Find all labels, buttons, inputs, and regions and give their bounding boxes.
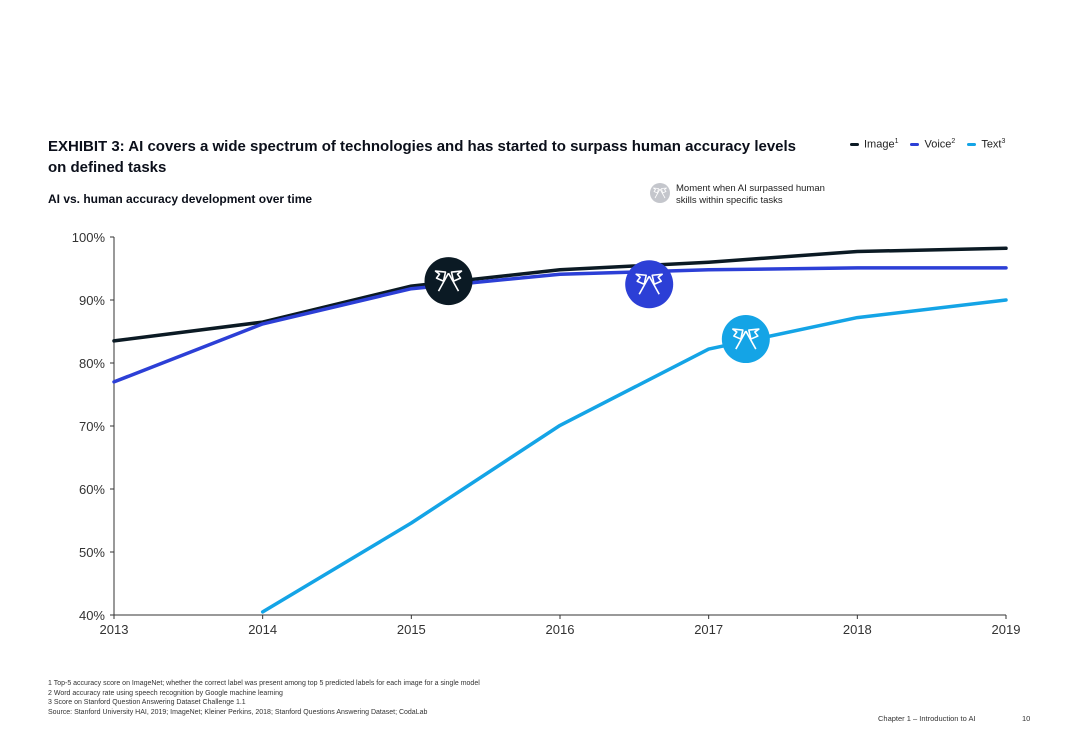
series-line-text: [260, 298, 1008, 614]
milestone-circle: [625, 260, 674, 309]
milestone-marker-text: [721, 315, 770, 364]
flags-icon: [635, 273, 664, 295]
footnote: 3 Score on Stanford Question Answering D…: [48, 699, 246, 706]
legend-label-image: Image1: [864, 138, 899, 151]
page-number: 10: [1022, 714, 1031, 723]
x-tick-label: 2014: [248, 622, 277, 637]
x-tick-label: 2016: [546, 622, 575, 637]
legend-swatch-image: [850, 142, 859, 146]
y-tick-label: 40%: [79, 608, 105, 623]
y-tick-label: 90%: [79, 293, 105, 308]
chart-title: EXHIBIT 3: AI covers a wide spectrum of …: [48, 138, 797, 176]
legend-label-text: Text3: [981, 138, 1006, 151]
milestone-marker-voice: [625, 260, 674, 309]
y-tick-label: 70%: [79, 419, 105, 434]
legend-item-voice: Voice2: [910, 138, 955, 151]
flags-icon: [434, 270, 463, 292]
series-line-voice: [112, 266, 1008, 384]
milestone-circle: [424, 257, 473, 306]
legend: Image1 Voice2 Text3: [850, 138, 1005, 151]
x-tick-label: 2017: [694, 622, 723, 637]
footer-chapter: Chapter 1 – Introduction to AI: [878, 714, 976, 723]
milestone-circle: [721, 315, 770, 364]
y-tick-label: 50%: [79, 545, 105, 560]
x-tick-label: 2013: [100, 622, 129, 637]
x-tick-label: 2018: [843, 622, 872, 637]
legend-swatch-voice: [910, 142, 920, 146]
legend-label-voice: Voice2: [924, 138, 956, 151]
milestone-legend-label: Moment when AI surpassed human skills wi…: [676, 183, 825, 206]
milestone-marker-image: [424, 257, 473, 306]
y-tick-label: 60%: [79, 482, 105, 497]
y-tick-label: 100%: [72, 230, 106, 245]
x-tick-label: 2019: [992, 622, 1021, 637]
footnote: 2 Word accuracy rate using speech recogn…: [48, 689, 283, 697]
footnotes: 1 Top-5 accuracy score on ImageNet; whet…: [48, 679, 480, 717]
milestone-legend: Moment when AI surpassed human skills wi…: [650, 183, 846, 207]
chart-subtitle: AI vs. human accuracy development over t…: [48, 192, 313, 206]
source-note: Source: Stanford University HAI, 2019; I…: [48, 708, 428, 716]
series-line-image: [112, 246, 1008, 343]
legend-item-image: Image1: [850, 138, 898, 151]
legend-swatch-text: [967, 142, 977, 146]
footnote: 1 Top-5 accuracy score on ImageNet; whet…: [48, 680, 480, 687]
flags-icon: [732, 328, 760, 350]
flags-icon: [650, 183, 670, 203]
x-tick-label: 2015: [397, 622, 426, 637]
legend-item-text: Text3: [967, 138, 1005, 151]
y-tick-label: 80%: [79, 356, 105, 371]
